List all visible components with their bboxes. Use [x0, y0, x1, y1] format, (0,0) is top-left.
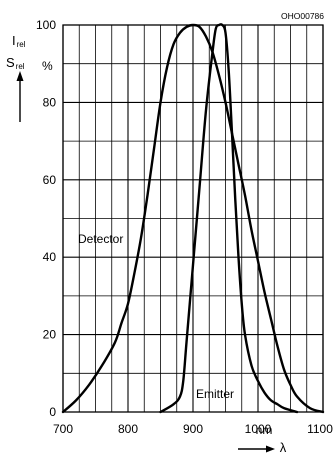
y-tick-label: 100: [36, 18, 56, 32]
y-tick-label: 20: [43, 328, 57, 342]
tick-labels: 0 20 40 60 80 100 700 800 900 1000 1100: [36, 18, 333, 436]
x-arrow-head: [266, 445, 275, 453]
x-unit: nm: [256, 423, 273, 437]
chart-code: OHO00786: [281, 11, 324, 21]
emitter-curve: [159, 23, 299, 414]
detector-curve: [61, 23, 325, 414]
x-tick-label: 800: [118, 422, 138, 436]
y-axis-label: Irel Srel %: [6, 33, 53, 122]
x-tick-label: 1000: [245, 422, 272, 436]
y-arrow-head: [16, 71, 24, 81]
x-tick-label: 700: [53, 422, 73, 436]
y-tick-label: 40: [43, 250, 57, 264]
detector-label: Detector: [78, 232, 123, 246]
y-symbol-2: Srel: [6, 55, 25, 71]
grid: [62, 24, 324, 413]
y-unit: %: [42, 59, 53, 73]
x-tick-label: 900: [183, 422, 203, 436]
series-lines: [61, 23, 325, 414]
y-tick-label: 80: [43, 95, 57, 109]
emitter-label: Emitter: [196, 387, 234, 401]
x-symbol: λ: [280, 440, 287, 455]
y-tick-label: 60: [43, 173, 57, 187]
series-labels: Detector Emitter: [78, 232, 234, 401]
y-tick-label: 0: [49, 405, 56, 419]
x-tick-label: 1100: [307, 422, 333, 436]
x-axis-label: nm λ: [238, 423, 287, 455]
y-symbol-1: Irel: [12, 33, 26, 49]
